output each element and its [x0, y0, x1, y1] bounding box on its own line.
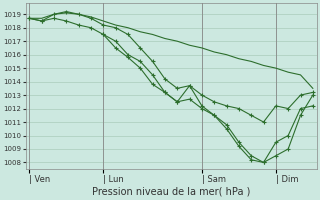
X-axis label: Pression niveau de la mer( hPa ): Pression niveau de la mer( hPa ) [92, 187, 250, 197]
